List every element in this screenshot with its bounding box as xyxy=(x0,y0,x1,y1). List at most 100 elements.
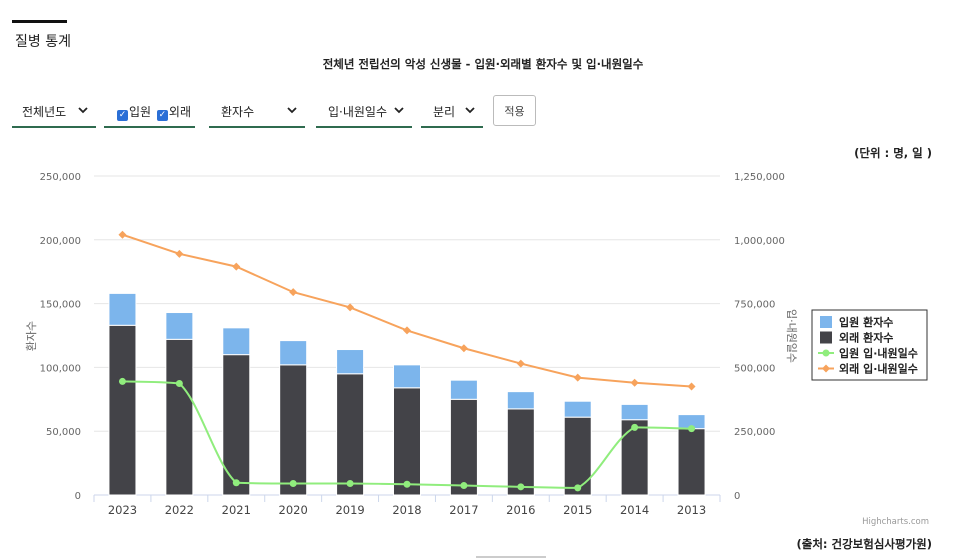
point-outpatient-days xyxy=(630,378,639,387)
point-outpatient-days xyxy=(687,382,696,391)
legend-label: 외래 입·내원일수 xyxy=(839,362,918,376)
bar-outpatient-patients xyxy=(222,354,251,496)
chevron-down-icon xyxy=(287,107,297,114)
unit-note: (단위 : 명, 일 ) xyxy=(854,146,932,160)
bar-inpatient-patients xyxy=(449,379,478,400)
y-right-tick-label: 750,000 xyxy=(734,300,775,311)
legend-label: 입원 환자수 xyxy=(839,315,893,329)
bar-outpatient-patients xyxy=(393,387,421,496)
y-right-axis-title: 입·내원일수 xyxy=(785,309,799,363)
bar-outpatient-patients xyxy=(165,338,194,496)
outpatient-checkbox-label: 외래 xyxy=(168,105,192,119)
bar-inpatient-patients xyxy=(336,349,365,375)
legend-symbol xyxy=(822,364,830,373)
point-outpatient-days xyxy=(573,373,582,382)
y-right-tick-label: 1,000,000 xyxy=(734,236,785,247)
apply-button[interactable]: 적용 xyxy=(493,95,536,126)
checkbox-checked-icon: ✓ xyxy=(117,110,128,121)
point-inpatient-days xyxy=(232,479,240,487)
bar-inpatient-patients xyxy=(222,327,251,356)
outpatient-checkbox[interactable]: ✓ 외래 xyxy=(156,105,192,121)
bar-outpatient-patients xyxy=(108,324,137,496)
bar-inpatient-patients xyxy=(393,364,421,389)
bar-outpatient-patients xyxy=(279,364,308,496)
point-inpatient-days xyxy=(517,483,525,491)
inpatient-checkbox-label: 입원 xyxy=(129,105,152,119)
point-inpatient-days xyxy=(460,482,468,490)
x-tick-label: 2016 xyxy=(506,503,535,517)
point-inpatient-days xyxy=(631,423,639,431)
filter-metric1-select[interactable]: 환자수 xyxy=(209,96,305,128)
y-right-tick-label: 1,250,000 xyxy=(734,172,785,183)
filter-mode-value: 분리 xyxy=(433,105,456,119)
point-outpatient-days xyxy=(516,359,525,368)
y-left-tick-label: 200,000 xyxy=(40,236,81,247)
filter-mode-select[interactable]: 분리 xyxy=(421,96,483,128)
point-outpatient-days xyxy=(346,303,355,312)
checkbox-checked-icon: ✓ xyxy=(156,110,168,121)
y-right-tick-label: 250,000 xyxy=(734,427,775,438)
y-left-tick-label: 50,000 xyxy=(46,427,81,438)
x-tick-label: 2022 xyxy=(165,503,194,517)
point-inpatient-days xyxy=(688,425,696,433)
point-outpatient-days xyxy=(232,262,241,271)
x-tick-label: 2018 xyxy=(392,503,421,517)
bar-inpatient-patients xyxy=(563,400,592,418)
point-inpatient-days xyxy=(118,377,126,385)
bar-outpatient-patients xyxy=(449,398,478,496)
point-outpatient-days xyxy=(289,288,298,297)
point-outpatient-days xyxy=(175,249,184,258)
bar-outpatient-patients xyxy=(506,408,535,496)
chart-credit-link[interactable]: Highcharts.com xyxy=(862,517,929,527)
legend-symbol xyxy=(820,331,832,344)
y-left-axis-title: 환자수 xyxy=(25,321,38,351)
bar-outpatient-patients xyxy=(563,416,592,496)
chevron-down-icon xyxy=(78,107,88,114)
bar-outpatient-patients xyxy=(620,419,649,496)
y-left-tick-label: 250,000 xyxy=(40,172,81,183)
source-note: (출처: 건강보험심사평가원) xyxy=(796,537,933,551)
chart-title: 전체년 전립선의 악성 신생물 - 입원·외래별 환자수 및 입·내원일수 xyxy=(322,57,644,71)
bar-inpatient-patients xyxy=(620,403,649,421)
x-tick-label: 2019 xyxy=(335,503,364,517)
y-left-tick-label: 100,000 xyxy=(40,363,81,374)
filter-year-select[interactable]: 전체년도 xyxy=(12,96,96,128)
bar-inpatient-patients xyxy=(279,340,308,366)
point-outpatient-days xyxy=(459,344,468,353)
bar-outpatient-patients xyxy=(677,428,706,496)
x-tick-label: 2015 xyxy=(563,503,592,517)
x-tick-label: 2017 xyxy=(449,503,478,517)
y-left-tick-label: 0 xyxy=(75,491,81,502)
chevron-down-icon xyxy=(465,107,475,114)
heading-accent-bar xyxy=(12,20,67,23)
legend-symbol xyxy=(822,349,830,357)
y-right-tick-label: 0 xyxy=(734,491,740,502)
bar-inpatient-patients xyxy=(108,292,137,326)
bottom-scroll-indicator xyxy=(476,556,546,558)
point-inpatient-days xyxy=(175,379,183,387)
y-right-tick-label: 500,000 xyxy=(734,363,775,374)
legend-label: 입원 입·내원일수 xyxy=(839,346,918,360)
point-outpatient-days xyxy=(118,230,127,239)
x-tick-label: 2020 xyxy=(279,503,308,517)
point-inpatient-days xyxy=(403,480,411,488)
filter-metric1-value: 환자수 xyxy=(221,105,255,119)
point-outpatient-days xyxy=(403,326,411,335)
filter-metric2-value: 입·내원일수 xyxy=(328,105,388,119)
y-left-tick-label: 150,000 xyxy=(40,300,81,311)
x-tick-label: 2023 xyxy=(108,503,137,517)
point-inpatient-days xyxy=(289,480,297,488)
x-tick-label: 2014 xyxy=(620,503,649,517)
inpatient-checkbox[interactable]: ✓ 입원 xyxy=(117,105,152,121)
filter-type-group: ✓ 입원 ✓ 외래 xyxy=(104,96,195,128)
point-inpatient-days xyxy=(574,484,582,492)
x-tick-label: 2013 xyxy=(677,503,706,517)
filter-metric2-select[interactable]: 입·내원일수 xyxy=(316,96,412,128)
bar-inpatient-patients xyxy=(506,391,535,410)
page-title: 질병 통계 xyxy=(15,34,71,50)
filter-year-value: 전체년도 xyxy=(22,105,67,119)
legend-symbol xyxy=(820,316,832,328)
legend-label: 외래 환자수 xyxy=(839,331,893,345)
point-inpatient-days xyxy=(346,480,354,488)
